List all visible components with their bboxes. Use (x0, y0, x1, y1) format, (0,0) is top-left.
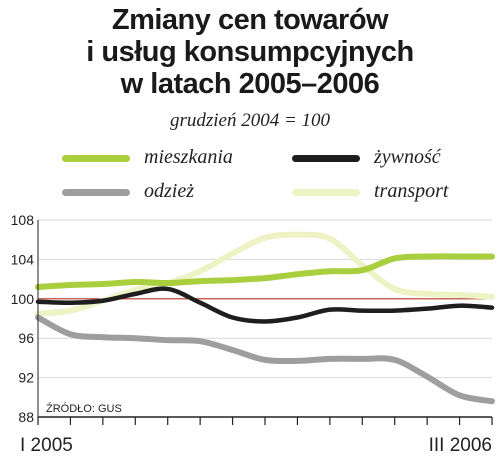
legend-label-odziez: odzież (144, 180, 194, 202)
x-axis (37, 220, 493, 425)
y-tick-label-108: 108 (11, 212, 35, 228)
y-tick-label-104: 104 (11, 251, 35, 267)
series-line-0 (35, 253, 495, 290)
legend-swatch-mieszkania (62, 155, 130, 162)
chart-subtitle: grudzień 2004 = 100 (169, 110, 331, 131)
chart-title-line-1: Zmiany cen towarów (111, 4, 389, 36)
x-label-start: I 2005 (20, 435, 73, 456)
chart-title: Zmiany cen towarów i usług konsumpcyjnyc… (0, 4, 500, 100)
chart-title-line-3: w latach 2005–2006 (120, 68, 380, 100)
legend-label-mieszkania: mieszkania (144, 146, 233, 168)
chart-series (35, 231, 495, 405)
legend-swatch-transport (292, 189, 360, 196)
legend-swatch-zywnosc (292, 155, 360, 162)
source-note: ŹRÓDŁO: GUS (46, 402, 122, 415)
series-line-1 (35, 286, 495, 324)
y-axis-ticks: 88 92 96 100 104 108 (11, 212, 35, 425)
legend-swatch-odziez (62, 189, 130, 196)
chart-title-line-2: i usług konsumpcyjnych (86, 36, 414, 68)
legend-label-transport: transport (374, 180, 449, 202)
legend-label-zywnosc: żywność (374, 146, 441, 168)
x-label-end: III 2006 (429, 435, 492, 456)
y-tick-label-88: 88 (18, 409, 34, 425)
series-line-2 (35, 314, 495, 405)
y-tick-label-100: 100 (11, 291, 35, 307)
y-tick-label-92: 92 (18, 370, 34, 386)
y-tick-label-96: 96 (18, 330, 34, 346)
